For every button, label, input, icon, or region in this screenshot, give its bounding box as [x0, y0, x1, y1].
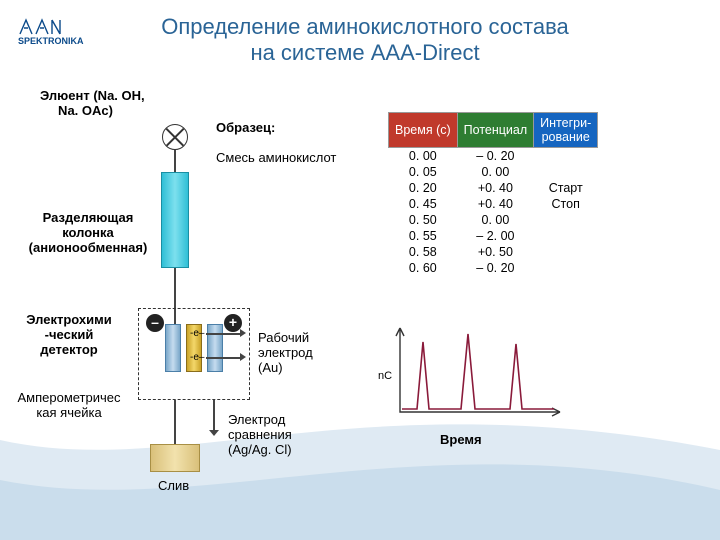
- working-label: Рабочий электрод (Au): [258, 330, 313, 375]
- mixture-label: Смесь аминокислот: [216, 150, 336, 165]
- column-label: Разделяющая колонка (анионообменная): [28, 210, 148, 255]
- detector-label: Электрохими -ческий детектор: [4, 312, 134, 357]
- e1-label: -e–: [190, 328, 204, 339]
- slide-title: Определение аминокислотного состава на с…: [150, 14, 580, 66]
- ampcell-label: Амперометричес кая ячейка: [4, 390, 134, 420]
- sample-label: Образец:: [216, 120, 275, 135]
- drain-label: Слив: [158, 478, 189, 493]
- eluent-label: Элюент (Na. OH, Na. OAc): [40, 88, 145, 118]
- cell-chamber-right: [207, 324, 223, 372]
- chromatogram: [388, 320, 568, 430]
- brand-logo: SPEKTRONIKA: [18, 18, 84, 46]
- brand-text: SPEKTRONIKA: [18, 36, 84, 46]
- yaxis-label: nC: [378, 370, 392, 382]
- waste-icon: [150, 444, 200, 472]
- reference-label: Электрод сравнения (Ag/Ag. Cl): [228, 412, 292, 457]
- e2-label: -e–: [190, 352, 204, 363]
- column-icon: [161, 172, 189, 268]
- xaxis-label: Время: [440, 432, 482, 447]
- potential-table: Время (с)ПотенциалИнтегри- рование 0. 00…: [388, 112, 598, 276]
- cell-chamber-left: [165, 324, 181, 372]
- valve-icon: [162, 124, 188, 150]
- minus-electrode: –: [146, 314, 164, 332]
